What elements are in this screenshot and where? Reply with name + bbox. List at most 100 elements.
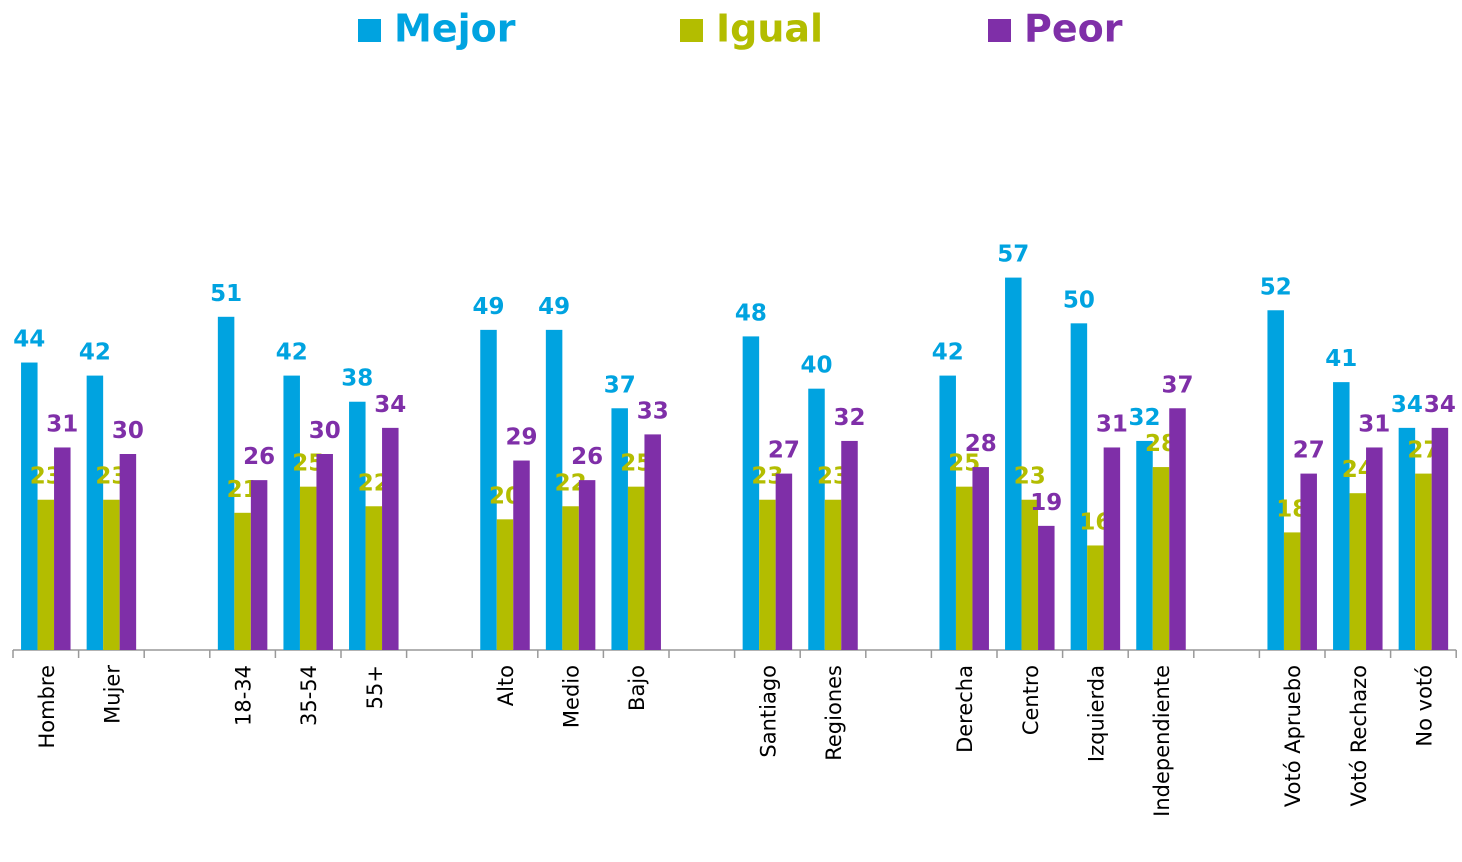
bar: [939, 375, 956, 650]
data-label: 41: [1325, 346, 1357, 372]
data-label: 30: [309, 418, 341, 444]
bar: [644, 434, 661, 650]
legend-label: Mejor: [394, 7, 516, 51]
bar: [545, 329, 563, 650]
bar: [808, 388, 825, 650]
bar: [578, 480, 596, 650]
bar: [37, 499, 55, 650]
data-label: 31: [46, 411, 78, 437]
x-tick-label: Derecha: [953, 665, 977, 753]
bar: [365, 506, 383, 650]
data-label: 23: [1014, 464, 1046, 490]
data-label: 52: [1260, 274, 1292, 300]
data-label: 33: [637, 398, 669, 424]
data-label: 40: [800, 353, 832, 379]
bar: [955, 486, 973, 650]
bar: [513, 460, 530, 650]
bar: [841, 440, 858, 650]
bar: [349, 401, 366, 650]
data-label: 42: [79, 340, 111, 366]
bar: [480, 329, 497, 650]
bar: [1415, 473, 1432, 650]
bar: [1005, 277, 1022, 650]
bar: [382, 427, 399, 650]
data-label: 37: [604, 372, 636, 398]
data-label: 57: [997, 242, 1029, 268]
bar: [299, 486, 317, 650]
legend-label: Igual: [716, 7, 823, 51]
bar: [283, 375, 300, 650]
x-tick-label: Izquierda: [1084, 665, 1108, 762]
data-label: 26: [571, 444, 603, 470]
bar: [496, 519, 514, 650]
bar: [1103, 447, 1121, 650]
bar: [316, 454, 333, 650]
bar: [1267, 310, 1284, 650]
bar: [1431, 427, 1449, 650]
data-label: 34: [374, 392, 406, 418]
data-label: 19: [1030, 490, 1062, 516]
legend-swatch: [988, 19, 1011, 42]
data-label: 27: [768, 438, 800, 464]
bar: [1366, 447, 1383, 650]
bar: [742, 336, 760, 650]
x-tick-label: Mujer: [100, 665, 124, 724]
data-label: 31: [1096, 411, 1128, 437]
data-label: 49: [538, 294, 570, 320]
data-label: 29: [505, 425, 537, 451]
bar: [86, 375, 104, 650]
x-tick-label: Bajo: [625, 665, 649, 711]
bar: [1070, 323, 1088, 650]
bar: [759, 499, 776, 650]
bar: [54, 447, 71, 650]
bar: [611, 408, 628, 650]
data-label: 51: [210, 281, 242, 307]
data-label: 42: [932, 340, 964, 366]
x-tick-label: Regiones: [822, 665, 846, 761]
data-label: 34: [1391, 392, 1423, 418]
bar: [1398, 427, 1416, 650]
data-label: 48: [735, 300, 767, 326]
bar: [1300, 473, 1317, 650]
bar: [972, 467, 989, 650]
data-label: 44: [13, 327, 45, 353]
legend-swatch: [680, 19, 703, 42]
data-label: 27: [1293, 438, 1325, 464]
bar: [1038, 525, 1055, 650]
data-label: 42: [276, 340, 308, 366]
bar: [1169, 408, 1186, 650]
data-label: 30: [112, 418, 144, 444]
data-label: 28: [965, 431, 997, 457]
x-tick-label: Independiente: [1150, 665, 1174, 817]
x-tick-label: 18-34: [232, 665, 256, 726]
bar: [21, 362, 38, 650]
bar: [234, 512, 251, 650]
bar: [103, 499, 120, 650]
data-label: 49: [472, 294, 504, 320]
x-tick-label: Votó Apruebo: [1281, 665, 1305, 807]
data-label: 32: [833, 405, 865, 431]
data-label: 38: [341, 366, 373, 392]
bar: [1021, 499, 1039, 650]
bar: [1333, 382, 1350, 650]
legend-swatch: [358, 19, 381, 42]
bar: [119, 454, 137, 650]
data-label: 26: [243, 444, 275, 470]
legend-label: Peor: [1024, 7, 1123, 51]
bar: [1087, 545, 1104, 650]
bar: [1152, 467, 1170, 650]
x-tick-label: Medio: [560, 665, 584, 728]
x-tick-label: Alto: [494, 665, 518, 706]
bar: [1136, 440, 1153, 650]
bar: [562, 506, 579, 650]
data-label: 31: [1358, 411, 1390, 437]
bar: [1349, 493, 1367, 650]
bar: [824, 499, 842, 650]
x-tick-label: No votó: [1412, 665, 1436, 747]
bar: [775, 473, 793, 650]
bar: [217, 316, 235, 650]
bar: [250, 480, 268, 650]
data-label: 32: [1128, 405, 1160, 431]
x-tick-label: Hombre: [35, 665, 59, 749]
